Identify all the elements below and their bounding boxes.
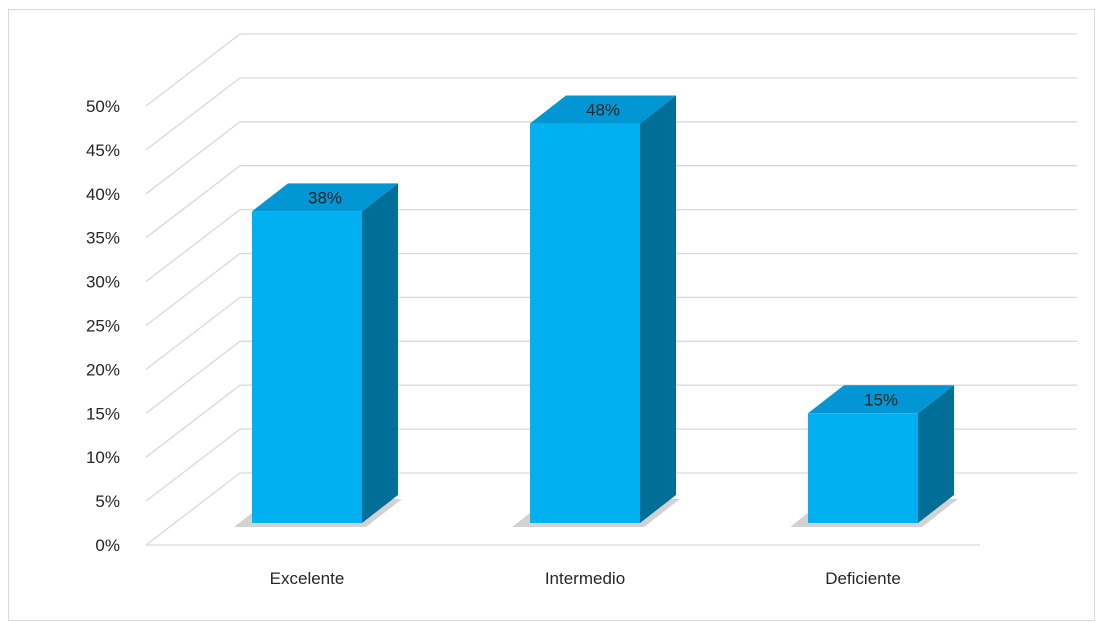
y-tick-label: 5% [95,492,120,511]
x-axis-labels: Excelente Intermedio Deficiente [270,569,901,588]
y-tick-label: 45% [86,141,120,160]
x-category-label: Intermedio [545,569,625,588]
bar-side-face [640,95,676,523]
bars [252,95,954,524]
gridline-diagonal [145,165,241,239]
bar-side-face [918,385,954,523]
bar [252,211,362,524]
data-labels: 38% 48% 15% [308,101,898,410]
y-tick-label: 50% [86,97,120,116]
gridline-diagonal [145,296,241,370]
bar [530,123,640,523]
data-label: 38% [308,188,342,207]
x-category-label: Excelente [270,569,345,588]
y-tick-label: 0% [95,536,120,555]
gridline-diagonal [145,428,241,502]
gridline-diagonal [145,472,241,546]
gridline-diagonal [145,33,241,107]
y-tick-label: 30% [86,273,120,292]
y-tick-label: 10% [86,448,120,467]
data-label: 15% [864,390,898,409]
y-axis-ticks: 0% 5% 10% 15% 20% 25% 30% 35% 40% 45% 50% [86,97,120,555]
gridline-diagonal [145,121,241,195]
gridline-diagonal [145,340,241,414]
gridline-diagonal [145,252,241,327]
gridline-diagonal [145,77,241,151]
bar-side-face [362,183,398,524]
x-category-label: Deficiente [825,569,901,588]
y-tick-label: 25% [86,317,120,336]
bar-top-face [808,385,954,414]
bar [808,413,918,523]
gridline-diagonal [145,384,241,458]
gridline-diagonal [145,209,241,283]
bar-top-face [252,183,398,212]
y-tick-label: 15% [86,404,120,423]
y-tick-label: 40% [86,185,120,204]
y-tick-label: 35% [86,229,120,248]
y-tick-label: 20% [86,360,120,379]
data-label: 48% [586,101,620,120]
bar-top-face [530,95,676,124]
